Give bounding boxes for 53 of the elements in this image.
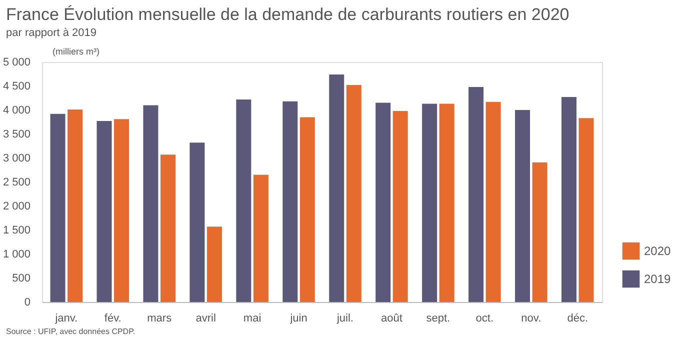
y-tick-label: 2 000 — [2, 200, 30, 212]
y-tick-label: 3 000 — [2, 152, 30, 164]
bar — [282, 101, 298, 302]
x-tick-label: août — [381, 312, 402, 324]
bar — [50, 114, 66, 302]
x-tick-label: déc. — [567, 312, 588, 324]
bar — [578, 118, 594, 302]
x-tick-label: mai — [243, 312, 262, 324]
x-tick-label: avril — [196, 312, 216, 324]
bar — [190, 142, 205, 302]
y-axis-title: (milliers m³) — [52, 46, 100, 56]
y-tick-label: 5 000 — [2, 56, 30, 68]
y-tick-label: 2 500 — [2, 176, 30, 188]
x-tick-label: juin — [289, 312, 308, 324]
bar — [96, 121, 112, 302]
y-tick-label: 1 500 — [2, 224, 30, 236]
y-tick-label: 4 500 — [2, 80, 30, 92]
bar — [206, 226, 222, 302]
x-tick-label: juil. — [336, 312, 354, 324]
bar — [329, 74, 344, 302]
bar — [532, 162, 548, 302]
y-tick-label: 4 000 — [2, 104, 30, 116]
bar — [468, 86, 484, 302]
bar — [439, 104, 454, 302]
y-tick-label: 3 500 — [2, 128, 30, 140]
bar — [561, 97, 576, 302]
chart-title: France Évolution mensuelle de la demande de carburants routiers en 2020 — [6, 5, 570, 24]
bar — [392, 110, 408, 302]
bar — [300, 117, 315, 302]
y-tick-label: 500 — [12, 272, 30, 284]
x-tick-label: fév. — [104, 312, 122, 324]
bar — [346, 85, 362, 302]
x-tick-label: mars — [147, 312, 172, 324]
y-tick-label: 0 — [24, 296, 30, 308]
bar — [160, 154, 176, 302]
x-tick-label: nov. — [521, 312, 542, 324]
bar — [236, 99, 252, 302]
bar — [253, 174, 268, 302]
legend-label: 2020 — [644, 244, 672, 258]
bar — [143, 105, 158, 302]
chart-subtitle: par rapport à 2019 — [6, 27, 97, 39]
bar — [114, 119, 129, 302]
bar — [422, 104, 438, 302]
bar — [515, 110, 530, 302]
x-tick-label: oct. — [476, 312, 494, 324]
source-note: Source : UFIP, avec données CPDP. — [6, 327, 136, 336]
bar — [486, 102, 501, 302]
bar — [68, 110, 83, 302]
y-tick-label: 1 000 — [2, 248, 30, 260]
x-tick-label: janv. — [54, 312, 78, 324]
bar — [376, 102, 391, 302]
x-tick-label: sept. — [426, 312, 450, 324]
legend-label: 2019 — [644, 272, 672, 286]
